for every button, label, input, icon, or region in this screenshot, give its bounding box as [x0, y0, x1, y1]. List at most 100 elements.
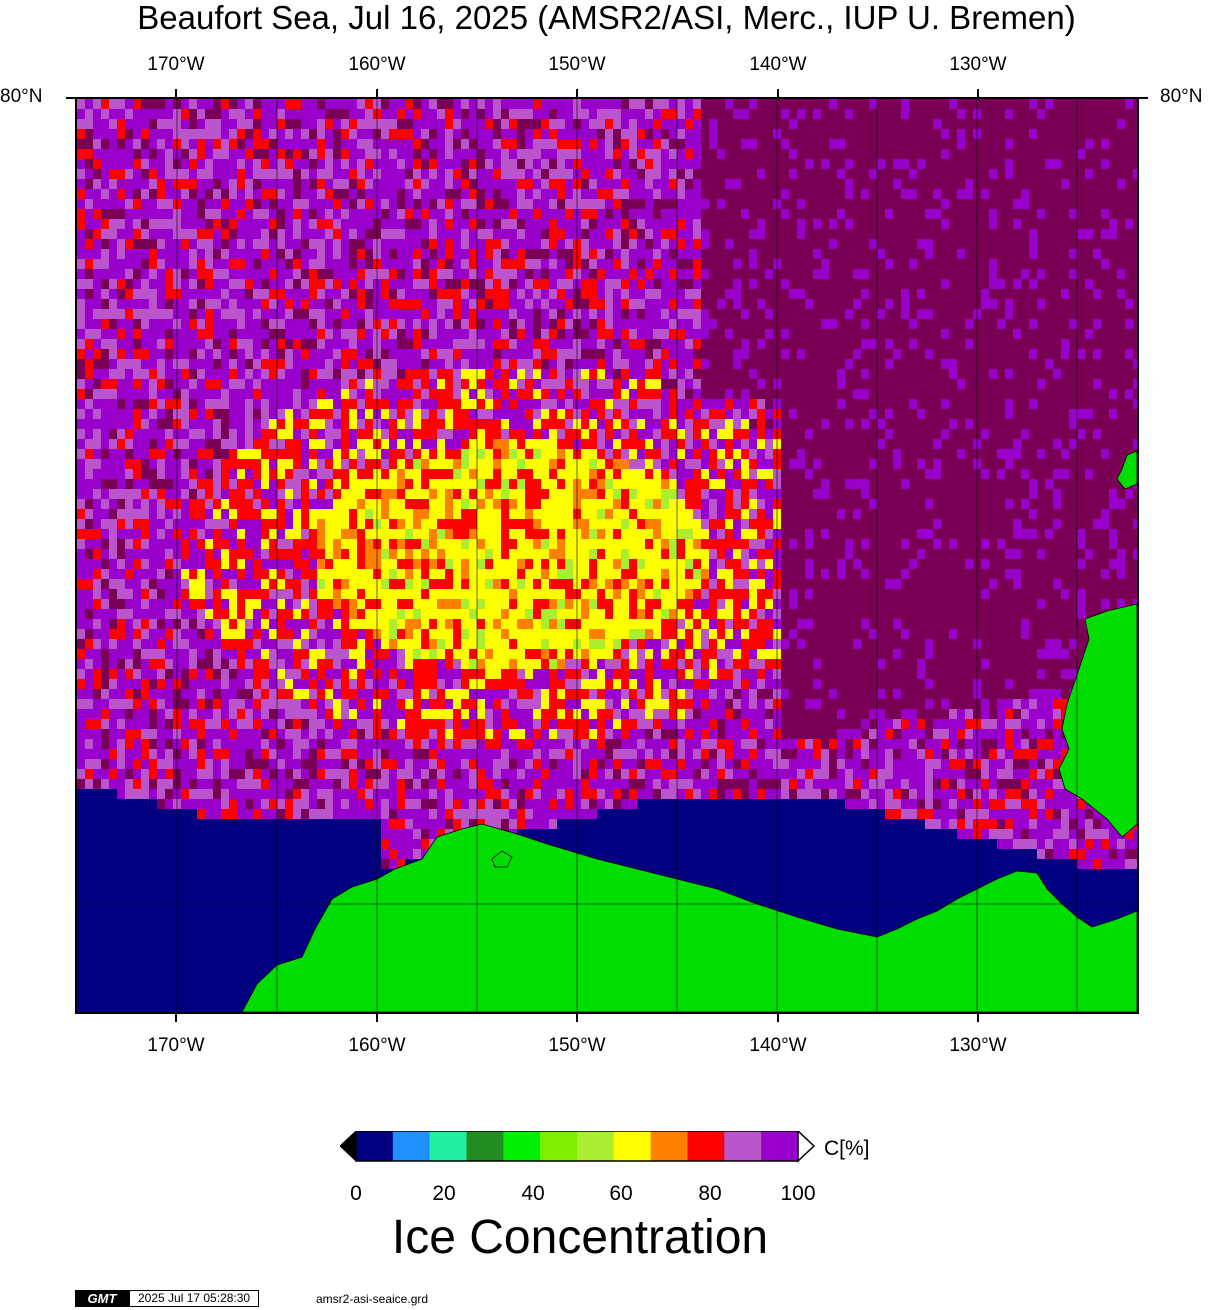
ice-cell: [605, 379, 613, 389]
ice-cell: [917, 209, 925, 219]
ice-cell: [1005, 239, 1013, 249]
ice-cell: [221, 229, 229, 239]
ice-cell: [1061, 159, 1069, 169]
ice-cell: [1013, 269, 1021, 279]
ice-cell: [781, 249, 789, 259]
ice-cell: [205, 359, 213, 369]
ice-cell: [1013, 299, 1021, 309]
ice-cell: [397, 369, 405, 379]
ice-cell: [685, 99, 693, 109]
ice-cell: [629, 449, 637, 459]
ice-cell: [389, 419, 397, 429]
ice-cell: [901, 399, 909, 409]
ice-cell: [1061, 329, 1069, 339]
ice-cell: [77, 209, 85, 219]
ice-cell: [493, 99, 501, 109]
ice-cell: [117, 359, 125, 369]
ice-cell: [957, 439, 965, 449]
ice-cell: [709, 459, 717, 469]
ice-cell: [117, 299, 125, 309]
ice-cell: [581, 329, 589, 339]
ice-cell: [109, 299, 117, 309]
ice-cell: [677, 429, 685, 439]
ice-cell: [213, 279, 221, 289]
ice-cell: [789, 109, 797, 119]
ice-cell: [309, 349, 317, 359]
ice-cell: [565, 449, 573, 459]
ice-cell: [1117, 439, 1125, 449]
ice-cell: [765, 129, 773, 139]
ice-cell: [101, 189, 109, 199]
ice-cell: [261, 449, 269, 459]
ice-cell: [309, 109, 317, 119]
ice-cell: [1133, 279, 1137, 289]
ice-cell: [1093, 99, 1101, 109]
ice-cell: [93, 429, 101, 439]
ice-cell: [85, 389, 93, 399]
ice-cell: [333, 379, 341, 389]
ice-cell: [221, 149, 229, 159]
ice-cell: [101, 419, 109, 429]
ice-cell: [341, 269, 349, 279]
ice-cell: [1085, 109, 1093, 119]
ice-cell: [493, 299, 501, 309]
ice-cell: [293, 379, 301, 389]
ice-cell: [805, 189, 813, 199]
ice-cell: [157, 329, 165, 339]
ice-cell: [501, 149, 509, 159]
ice-cell: [133, 369, 141, 379]
ice-cell: [517, 399, 525, 409]
ice-cell: [917, 189, 925, 199]
ice-cell: [509, 359, 517, 369]
ice-cell: [749, 449, 757, 459]
ice-cell: [637, 449, 645, 459]
ice-cell: [557, 309, 565, 319]
ice-cell: [557, 449, 565, 459]
ice-cell: [389, 439, 397, 449]
ice-cell: [1021, 99, 1029, 109]
ice-cell: [797, 419, 805, 429]
ice-cell: [1101, 219, 1109, 229]
ice-cell: [205, 439, 213, 449]
ice-cell: [805, 359, 813, 369]
ice-cell: [269, 209, 277, 219]
ice-cell: [341, 219, 349, 229]
ice-cell: [781, 129, 789, 139]
ice-cell: [829, 349, 837, 359]
ice-cell: [141, 129, 149, 139]
ice-cell: [717, 159, 725, 169]
ice-cell: [669, 249, 677, 259]
ice-cell: [261, 209, 269, 219]
ice-cell: [1005, 349, 1013, 359]
ice-cell: [701, 249, 709, 259]
ice-cell: [669, 179, 677, 189]
ice-cell: [477, 259, 485, 269]
ice-cell: [461, 429, 469, 439]
ice-cell: [333, 259, 341, 269]
ice-cell: [445, 239, 453, 249]
ice-cell: [309, 249, 317, 259]
ice-cell: [685, 109, 693, 119]
ice-cell: [589, 429, 597, 439]
ice-cell: [165, 319, 173, 329]
ice-cell: [1037, 289, 1045, 299]
ice-cell: [797, 389, 805, 399]
ice-cell: [1053, 259, 1061, 269]
ice-cell: [901, 229, 909, 239]
ice-cell: [141, 239, 149, 249]
ice-cell: [1021, 249, 1029, 259]
ice-cell: [101, 209, 109, 219]
ice-cell: [469, 149, 477, 159]
ice-cell: [445, 279, 453, 289]
ice-cell: [717, 359, 725, 369]
ice-cell: [93, 199, 101, 209]
ice-cell: [509, 189, 517, 199]
ice-cell: [133, 439, 141, 449]
ice-cell: [837, 389, 845, 399]
ice-cell: [493, 309, 501, 319]
ice-cell: [1021, 439, 1029, 449]
ice-cell: [1013, 259, 1021, 269]
ice-cell: [413, 249, 421, 259]
ice-cell: [845, 389, 853, 399]
ice-cell: [741, 99, 749, 109]
